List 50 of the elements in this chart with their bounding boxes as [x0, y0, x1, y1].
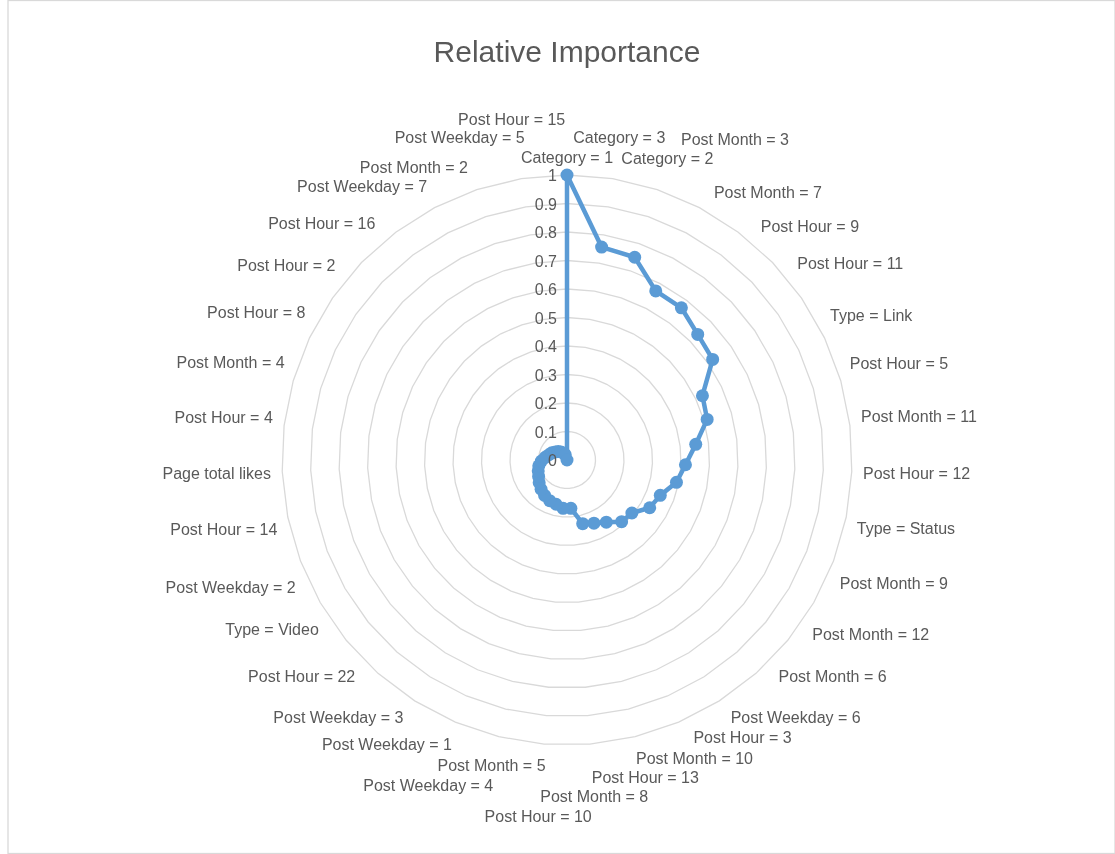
spoke-label: Type = Status — [856, 520, 956, 538]
spoke-label: Post Month = 3 — [680, 130, 790, 148]
spoke-label: Post Month = 11 — [861, 408, 977, 426]
spoke-label: Post Hour = 5 — [849, 354, 949, 372]
spoke-label: Post Weekday = 2 — [165, 578, 296, 596]
spoke-label: Post Month = 2 — [359, 159, 469, 177]
spoke-label: Type = Link — [830, 306, 914, 324]
y-tick-label: 0.3 — [534, 366, 558, 384]
spoke-label: Post Weekday = 6 — [730, 709, 861, 727]
spoke-label: Post Hour = 10 — [484, 808, 592, 826]
spoke-label: Post Month = 5 — [437, 757, 546, 775]
y-tick-label: 0.7 — [534, 252, 558, 270]
spoke-label: Category = 1 — [520, 149, 614, 166]
spoke-label: Post Month = 9 — [839, 574, 948, 592]
spoke-label: Post Hour = 9 — [760, 217, 860, 235]
spoke-label: Post Month = 6 — [778, 667, 887, 685]
spoke-label: Page total likes — [162, 465, 271, 483]
spoke-label: Post Hour = 13 — [591, 768, 700, 786]
spoke-label: Post Hour = 11 — [797, 255, 904, 273]
y-tick-label: 0.1 — [534, 423, 558, 441]
spoke-label: Post Hour = 15 — [458, 110, 566, 128]
spoke-label: Post Weekday = 4 — [363, 776, 494, 794]
spoke-label: Post Month = 8 — [540, 788, 649, 806]
spoke-label: Type = Video — [225, 621, 319, 639]
spoke-label: Post Weekday = 3 — [273, 709, 404, 727]
spoke-label: Post Weekday = 7 — [297, 178, 428, 196]
y-tick-label: 1 — [548, 167, 558, 184]
spoke-label: Post Hour = 16 — [268, 215, 376, 233]
y-tick-label: 0.4 — [534, 338, 558, 355]
spoke-label: Post Month = 12 — [812, 626, 930, 644]
spoke-label: Post Hour = 22 — [248, 667, 356, 685]
spoke-label: Post Hour = 3 — [693, 728, 792, 746]
spoke-label: Post Month = 7 — [713, 183, 823, 201]
y-tick-label: 0.9 — [534, 195, 558, 213]
y-tick-label: 0.5 — [534, 309, 558, 327]
spoke-label: Category = 3 — [573, 129, 666, 147]
spoke-label: Post Weekday = 1 — [321, 735, 453, 753]
spoke-label: Category = 2 — [621, 150, 714, 168]
spoke-label: Post Month = 10 — [636, 750, 754, 768]
spoke-label: Post Hour = 2 — [237, 257, 336, 275]
spoke-label: Post Hour = 12 — [863, 465, 971, 483]
spoke-label: Post Month = 4 — [176, 353, 285, 371]
chart-title: Relative Importance — [433, 35, 701, 68]
y-tick-label: 0.2 — [534, 395, 558, 412]
spoke-label: Post Weekday = 5 — [394, 129, 525, 147]
spoke-label: Post Hour = 14 — [170, 521, 278, 539]
y-tick-label: 0.8 — [534, 224, 558, 241]
y-tick-label: 0.6 — [534, 281, 558, 298]
spoke-label: Post Hour = 8 — [207, 303, 306, 321]
spoke-label: Post Hour = 4 — [174, 409, 273, 427]
